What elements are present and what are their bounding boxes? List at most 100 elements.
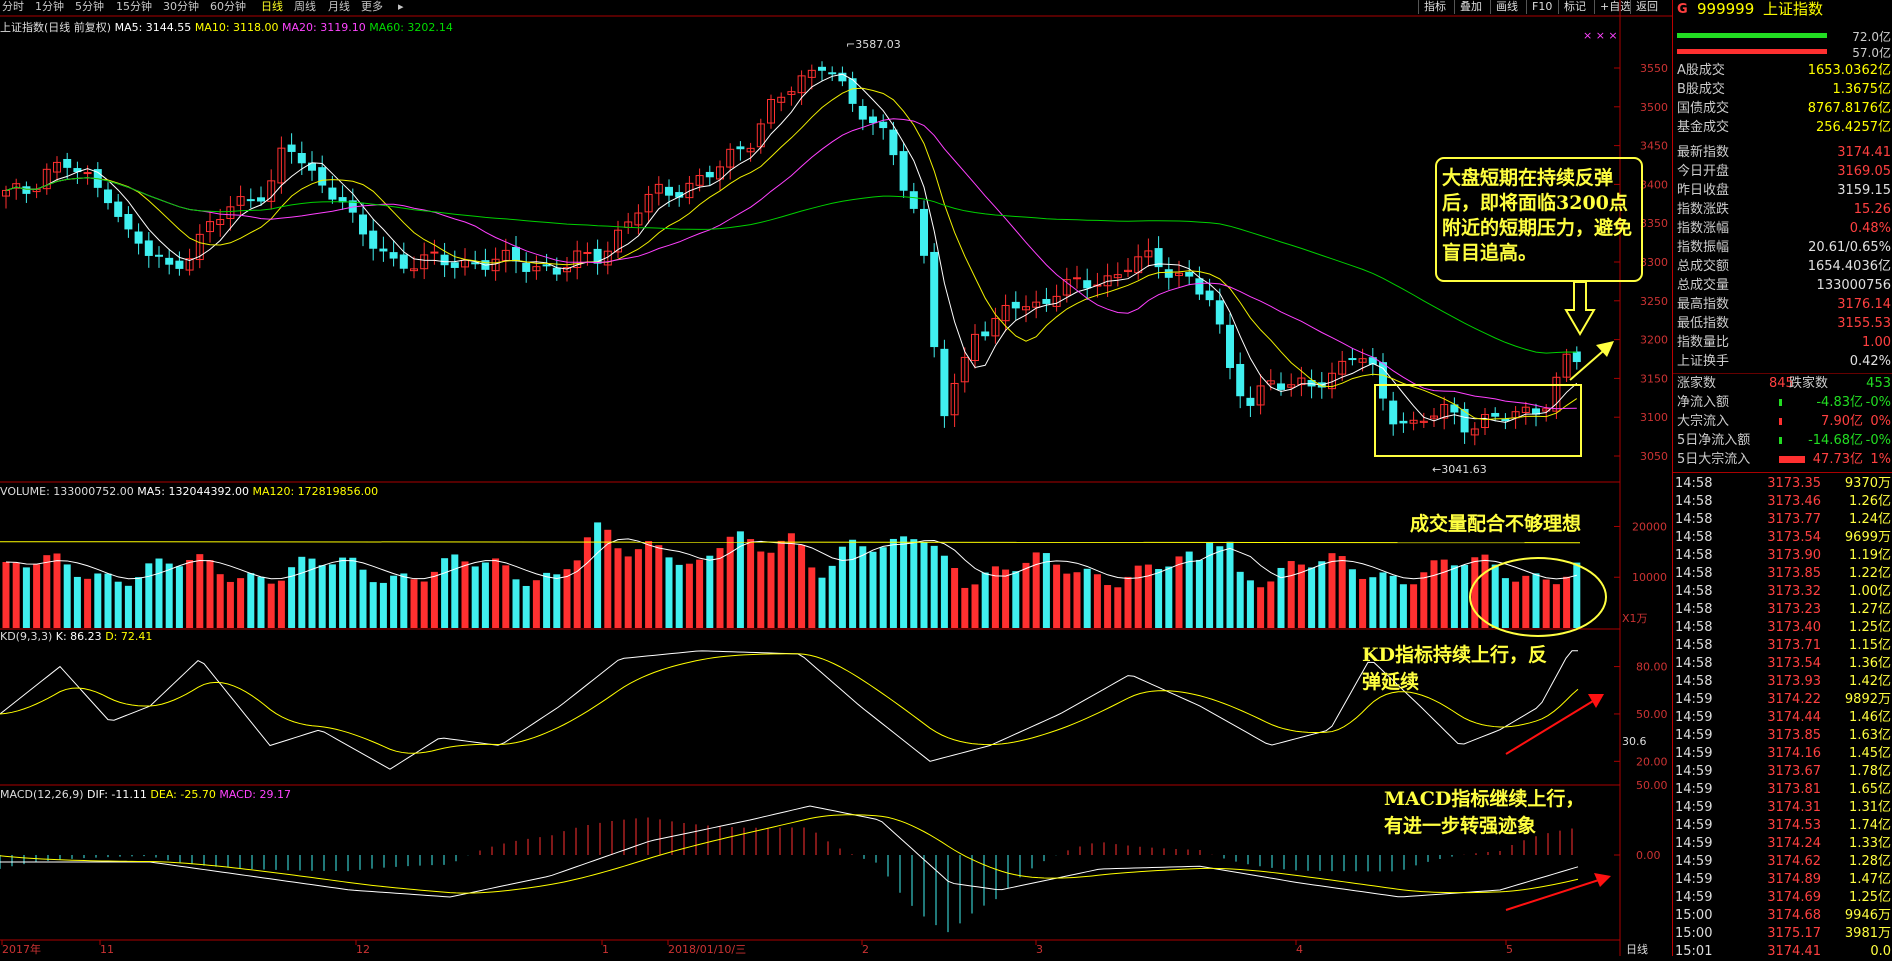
candle-body bbox=[654, 183, 663, 194]
period-tab[interactable]: 日线 bbox=[261, 0, 283, 13]
tick-volume: 1.36亿 bbox=[1849, 656, 1891, 671]
period-tab[interactable]: 月线 bbox=[328, 0, 350, 13]
candle-body bbox=[838, 72, 847, 82]
toolbar-button[interactable]: F10 bbox=[1526, 0, 1557, 14]
volume-bar bbox=[828, 565, 836, 628]
toolbar-button[interactable]: 返回 bbox=[1630, 0, 1663, 14]
volume-bar bbox=[757, 551, 765, 628]
inflow-value: 72.0亿 bbox=[1852, 30, 1891, 44]
stat-row: 最新指数 3174.41 bbox=[1673, 143, 1892, 162]
macd-tick-label: 50.00 bbox=[1636, 779, 1668, 792]
candle-body bbox=[1083, 280, 1092, 289]
period-tab[interactable]: 周线 bbox=[294, 0, 316, 13]
pressure-down-arrow bbox=[1564, 281, 1596, 336]
kline-chart[interactable]: 3550350034503400335033003250320031503100… bbox=[0, 0, 1672, 956]
price-tick-label: 3400 bbox=[1640, 178, 1668, 191]
toolbar-button[interactable]: 画线 bbox=[1490, 0, 1523, 14]
volume-bar bbox=[1155, 568, 1163, 628]
volume-bar bbox=[471, 566, 479, 628]
flow-value: -14.68亿 bbox=[1808, 433, 1863, 448]
period-tab[interactable]: 30分钟 bbox=[163, 0, 199, 13]
tick-row: 14:59 3174.62 1.28亿 bbox=[1673, 853, 1892, 871]
up-value: 845 bbox=[1769, 376, 1794, 391]
tick-volume: 9892万 bbox=[1844, 692, 1891, 707]
volume-bar bbox=[1328, 553, 1336, 628]
candle-body bbox=[695, 175, 704, 186]
more-caret-icon[interactable]: ▸ bbox=[398, 0, 404, 13]
volume-bar bbox=[267, 583, 275, 628]
volume-bar bbox=[981, 572, 989, 628]
tick-time: 14:59 bbox=[1675, 764, 1713, 779]
x-tick-label: 3 bbox=[1036, 943, 1043, 956]
volume-bar bbox=[257, 576, 265, 628]
candle-body bbox=[1062, 279, 1071, 296]
volume-bar bbox=[1165, 566, 1173, 628]
volume-readout: VOLUME: 133000752.00 bbox=[0, 485, 134, 498]
period-tab[interactable]: 更多 bbox=[361, 0, 383, 13]
candle-body bbox=[593, 248, 602, 264]
price-annotation: 大盘短期在持续反弹 后，即将面临3200点 附近的短期压力，避免 盲目追高。 bbox=[1442, 166, 1632, 266]
flow-pct: 1% bbox=[1870, 452, 1891, 467]
tick-volume: 9946万 bbox=[1844, 908, 1891, 923]
period-tab[interactable]: 5分钟 bbox=[75, 0, 104, 13]
period-tab[interactable]: 分时 bbox=[2, 0, 24, 13]
tick-price: 3173.54 bbox=[1767, 656, 1821, 671]
tick-row: 14:58 3173.54 1.36亿 bbox=[1673, 655, 1892, 673]
flow-bar bbox=[1779, 418, 1782, 425]
candle-body bbox=[1001, 304, 1010, 322]
candle-body bbox=[1379, 362, 1387, 399]
volume-bar bbox=[502, 565, 510, 628]
candle-body bbox=[889, 129, 898, 156]
kd-annotation: KD指标持续上行，反 弹延续 bbox=[1362, 642, 1547, 696]
up-label: 涨家数 bbox=[1677, 376, 1717, 391]
toolbar-button[interactable]: 标记 bbox=[1558, 0, 1591, 14]
turnover-row: B股成交 1.3675亿 bbox=[1673, 80, 1892, 99]
toolbar-button[interactable]: +自选 bbox=[1594, 0, 1636, 14]
volume-bar bbox=[1195, 559, 1203, 628]
tick-price: 3174.16 bbox=[1767, 746, 1821, 761]
volume-bar bbox=[2, 562, 10, 628]
volume-bar bbox=[1573, 562, 1581, 628]
toolbar-button[interactable]: 叠加 bbox=[1454, 0, 1487, 14]
kd-tick-label: 20.00 bbox=[1636, 755, 1668, 768]
period-tab[interactable]: 15分钟 bbox=[116, 0, 152, 13]
stat-row-value: 3174.41 bbox=[1837, 145, 1891, 160]
volume-bar bbox=[114, 581, 122, 628]
volume-bar bbox=[1297, 564, 1305, 628]
candle-body bbox=[777, 96, 786, 103]
tick-volume: 1.26亿 bbox=[1849, 494, 1891, 509]
volume-bar bbox=[859, 546, 867, 628]
turnover-row-value: 1.3675亿 bbox=[1832, 82, 1892, 97]
candle-body bbox=[1450, 404, 1459, 413]
tick-row: 14:59 3174.31 1.31亿 bbox=[1673, 799, 1892, 817]
tick-price: 3173.32 bbox=[1767, 584, 1821, 599]
toolbar-button[interactable]: 指标 bbox=[1418, 0, 1451, 14]
candle-body bbox=[1032, 301, 1041, 308]
tick-price: 3175.17 bbox=[1767, 926, 1821, 941]
volume-bar bbox=[787, 533, 795, 628]
tick-price: 3173.54 bbox=[1767, 530, 1821, 545]
turnover-row: A股成交 1653.0362亿 bbox=[1673, 61, 1892, 80]
period-tab[interactable]: 1分钟 bbox=[35, 0, 64, 13]
candle-body bbox=[869, 116, 877, 124]
volume-bar bbox=[1083, 568, 1091, 628]
tick-price: 3173.85 bbox=[1767, 566, 1821, 581]
stat-row: 指数涨跌 15.26 bbox=[1673, 200, 1892, 219]
stat-row: 上证换手 0.42% bbox=[1673, 352, 1892, 371]
volume-bar bbox=[869, 551, 877, 628]
candle-body bbox=[1338, 360, 1347, 375]
period-tab[interactable]: 60分钟 bbox=[210, 0, 246, 13]
tick-time: 14:58 bbox=[1675, 476, 1713, 491]
candle-body bbox=[1419, 420, 1428, 423]
volume-bar bbox=[583, 537, 591, 628]
volume-bar bbox=[328, 564, 336, 628]
candle-body bbox=[1521, 406, 1530, 414]
flow-label: 净流入额 bbox=[1677, 395, 1730, 410]
candle-body bbox=[614, 229, 622, 253]
volume-bar bbox=[369, 582, 377, 628]
outflow-value: 57.0亿 bbox=[1852, 46, 1891, 60]
candle-body bbox=[1430, 415, 1438, 419]
candle-body bbox=[63, 158, 72, 168]
tick-time: 14:59 bbox=[1675, 728, 1713, 743]
kd-header: KD(9,3,3) K: 86.23 D: 72.41 bbox=[0, 630, 152, 643]
